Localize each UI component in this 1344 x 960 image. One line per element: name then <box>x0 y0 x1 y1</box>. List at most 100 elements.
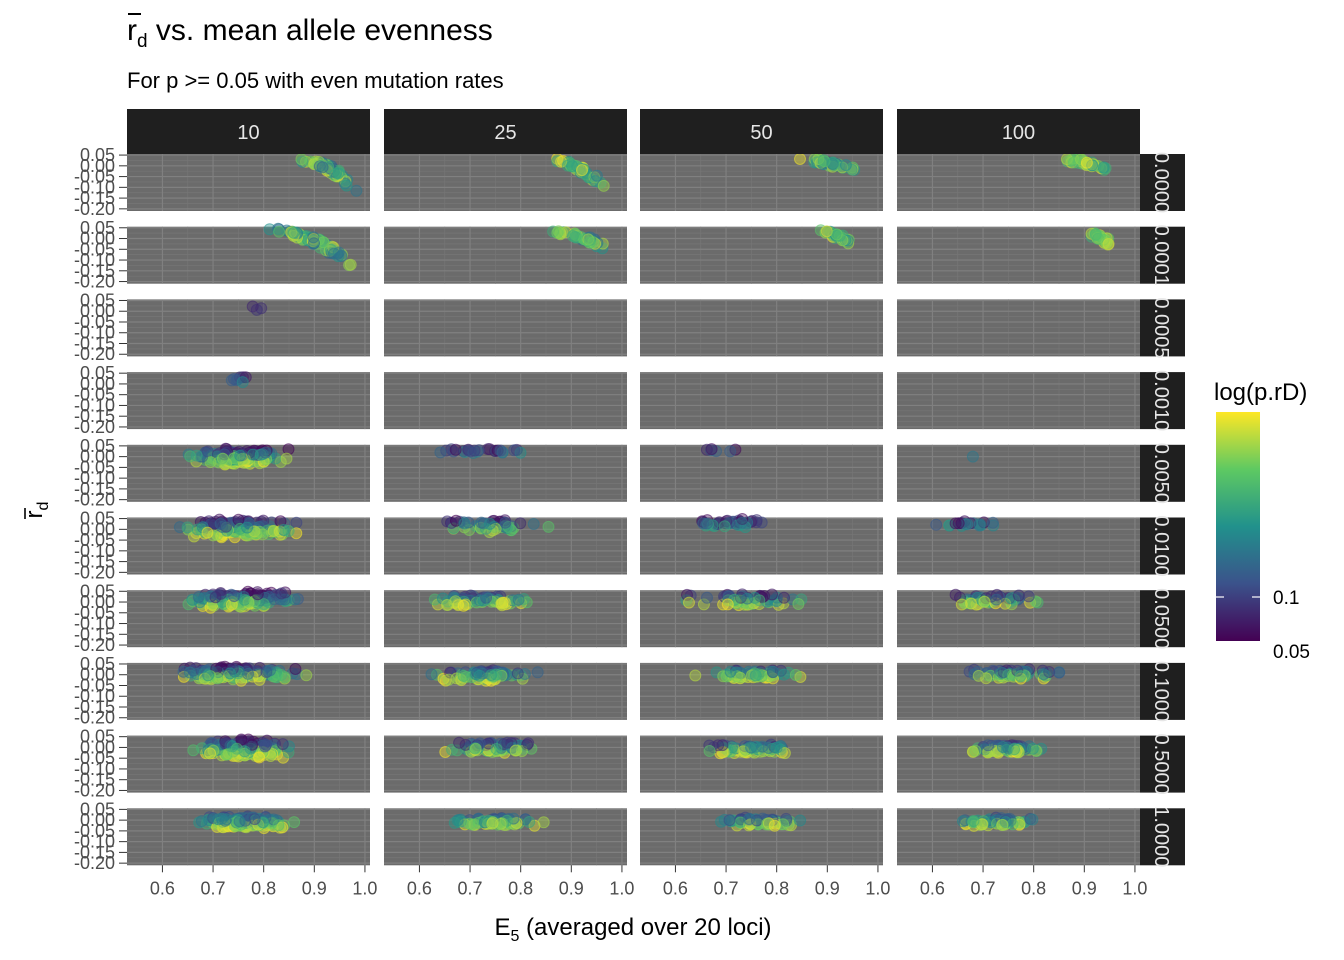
points-r7-c3 <box>963 663 1066 685</box>
data-point <box>338 177 351 190</box>
data-point <box>683 596 695 609</box>
data-point <box>215 812 228 825</box>
data-point <box>576 164 588 177</box>
facet-grid: 0.050.00-0.05-0.10-0.15-0.200.050.00-0.0… <box>74 145 1140 873</box>
data-point <box>307 231 320 244</box>
data-point <box>724 445 737 458</box>
data-point <box>1097 161 1110 174</box>
data-point <box>287 226 300 239</box>
row-strip-label: 0.5000 <box>1150 734 1172 795</box>
data-point <box>735 516 748 529</box>
data-point <box>978 595 991 608</box>
data-point <box>253 751 266 764</box>
y-tick-label: -0.15 <box>74 624 115 644</box>
svg-text:0.1: 0.1 <box>1273 588 1299 609</box>
y-tick-label: 0.05 <box>80 509 115 529</box>
data-point <box>514 517 527 530</box>
data-point <box>542 520 555 533</box>
data-point <box>246 738 259 751</box>
data-point <box>242 667 255 680</box>
row-strip-0.0001: 0.0001 <box>1140 225 1185 286</box>
x-tick-label: 0.6 <box>407 878 432 898</box>
x-tick-label: 0.7 <box>971 878 996 898</box>
panel-r1-c2 <box>640 226 883 284</box>
data-point <box>722 594 735 607</box>
points-r0-c3 <box>1060 152 1112 176</box>
data-point <box>703 745 716 757</box>
data-point <box>463 817 476 830</box>
ylabel-r: r <box>21 510 48 518</box>
y-tick-label: -0.15 <box>74 333 115 353</box>
data-point <box>290 516 303 529</box>
data-point <box>441 599 453 611</box>
row-strip-label: 0.0005 <box>1150 297 1172 358</box>
data-point <box>1005 592 1018 605</box>
data-point <box>996 666 1008 679</box>
points-r0-c0 <box>295 153 363 197</box>
y-tick-label: -0.10 <box>74 250 115 270</box>
data-point <box>717 670 730 683</box>
data-point <box>288 593 301 606</box>
panel-r4-c3 <box>897 444 1140 502</box>
panel-r2-c1 <box>384 299 627 357</box>
y-tick-label: 0.05 <box>80 290 115 310</box>
y-axis-5: 0.050.00-0.05-0.10-0.15-0.20 <box>74 509 127 582</box>
x-tick-label: 0.9 <box>302 878 327 898</box>
row-strip-0.5000: 0.5000 <box>1140 734 1185 795</box>
data-point <box>480 591 493 604</box>
y-tick-label: -0.05 <box>74 239 115 259</box>
y-tick-label: 0.05 <box>80 654 115 674</box>
data-point <box>1026 742 1039 755</box>
data-point <box>290 527 303 540</box>
data-point <box>508 444 521 457</box>
points-r8-c3 <box>966 739 1048 759</box>
chart-title: rd vs. mean allele evenness <box>127 14 493 52</box>
x-tick-label: 0.8 <box>764 878 789 898</box>
points-r1-c3 <box>1085 227 1115 251</box>
data-point <box>820 225 833 238</box>
title-rest: vs. mean allele evenness <box>148 14 493 47</box>
legend: log(p.rD) 0.05 0.1 <box>1214 379 1310 663</box>
points-r4-c3 <box>966 450 979 463</box>
y-tick-label: 0.05 <box>80 145 115 165</box>
y-tick-label: -0.10 <box>74 541 115 561</box>
data-point <box>260 738 273 751</box>
data-point <box>1014 670 1027 683</box>
data-point <box>220 748 233 761</box>
data-point <box>716 739 729 752</box>
data-point <box>777 668 790 681</box>
data-point <box>736 513 749 525</box>
y-tick-label: -0.10 <box>74 468 115 488</box>
x-tick-label: 1.0 <box>865 878 890 898</box>
data-point <box>1012 589 1025 602</box>
x-tick-label: 0.6 <box>920 878 945 898</box>
data-point <box>721 598 734 611</box>
data-point <box>291 593 304 605</box>
data-point <box>202 669 215 682</box>
y-tick-label: -0.15 <box>74 697 115 717</box>
data-point <box>486 817 499 830</box>
data-point <box>753 594 766 607</box>
data-point <box>697 598 710 611</box>
points-r1-c1 <box>547 225 609 255</box>
data-point <box>509 744 522 757</box>
data-point <box>211 672 224 685</box>
data-point <box>522 737 535 750</box>
row-strip-0.0500: 0.0500 <box>1140 588 1185 649</box>
data-point <box>453 736 466 749</box>
points-r0-c1 <box>551 152 610 192</box>
data-point <box>531 666 544 679</box>
data-point <box>537 816 550 829</box>
data-point <box>830 228 843 241</box>
y-tick-label: -0.05 <box>74 312 115 332</box>
points-r6-c3 <box>949 588 1044 611</box>
data-point <box>957 815 969 828</box>
y-tick-label: 0.00 <box>80 665 115 685</box>
y-tick-label: -0.20 <box>74 417 115 437</box>
points-r7-c0 <box>177 660 313 687</box>
y-axis-2: 0.050.00-0.05-0.10-0.15-0.20 <box>74 290 127 364</box>
points-r5-c2 <box>696 513 768 534</box>
data-point <box>449 443 462 456</box>
data-point <box>474 594 486 607</box>
col-strip-label: 50 <box>750 122 772 144</box>
